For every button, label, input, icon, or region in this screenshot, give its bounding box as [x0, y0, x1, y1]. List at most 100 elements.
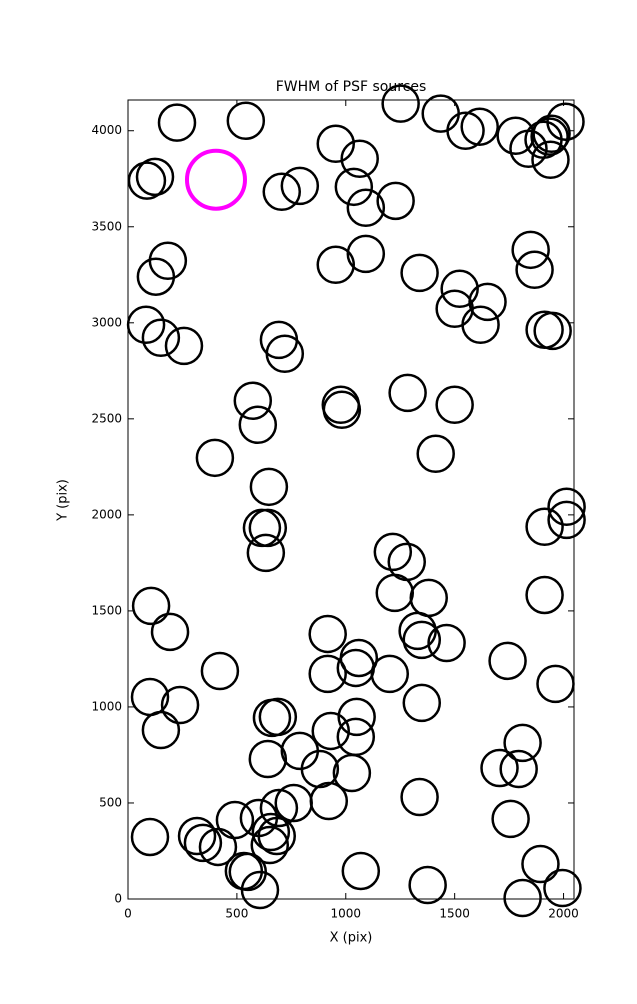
- source-marker: [258, 697, 298, 737]
- source-marker: [525, 575, 564, 615]
- source-marker: [515, 250, 554, 290]
- x-tick-label: 1000: [331, 907, 362, 921]
- source-marker: [525, 507, 564, 547]
- source-marker: [215, 800, 255, 840]
- source-marker: [311, 711, 350, 751]
- source-marker: [248, 508, 288, 548]
- source-marker: [341, 851, 381, 891]
- source-marker: [346, 188, 386, 227]
- source-marker: [468, 282, 507, 322]
- source-marker: [195, 438, 235, 478]
- source-marker: [141, 318, 181, 358]
- source-marker: [446, 111, 485, 150]
- y-tick-label: 1000: [91, 699, 122, 713]
- source-marker: [257, 816, 296, 856]
- y-axis-label: Y (pix): [56, 479, 71, 522]
- source-marker: [259, 788, 299, 828]
- source-marker: [246, 533, 286, 573]
- source-marker: [381, 84, 420, 123]
- source-marker: [160, 685, 200, 725]
- source-marker: [375, 573, 415, 613]
- source-marker: [533, 311, 572, 351]
- source-marker: [402, 683, 442, 723]
- source-marker: [373, 532, 413, 572]
- source-marker: [322, 390, 362, 430]
- source-marker: [265, 334, 305, 373]
- source-marker: [141, 710, 181, 750]
- source-marker: [531, 140, 570, 179]
- source-marker: [280, 166, 320, 206]
- source-marker: [130, 817, 170, 857]
- source-marker: [251, 812, 291, 852]
- source-marker: [316, 124, 356, 164]
- source-marker: [226, 101, 266, 140]
- x-tick-label: 2000: [548, 907, 579, 921]
- source-marker: [388, 373, 427, 413]
- source-marker: [400, 777, 439, 817]
- source-marker: [135, 157, 175, 197]
- source-marker: [248, 739, 288, 779]
- source-marker: [398, 611, 437, 651]
- source-marker: [503, 878, 542, 918]
- source-marker: [136, 257, 176, 296]
- source-marker: [300, 749, 340, 789]
- source-marker: [157, 103, 197, 142]
- source-marker: [274, 783, 313, 823]
- source-marker: [183, 823, 223, 863]
- source-marker: [200, 651, 240, 691]
- source-marker: [127, 161, 167, 200]
- source-marker: [511, 230, 550, 270]
- source-marker: [332, 753, 372, 793]
- source-marker: [250, 825, 290, 865]
- source-marker: [308, 654, 347, 694]
- source-marker: [547, 487, 586, 527]
- source-marker: [503, 723, 542, 763]
- source-marker: [150, 612, 190, 652]
- source-marker: [408, 865, 447, 905]
- y-tick-label: 2500: [91, 411, 122, 425]
- source-marker: [435, 385, 474, 425]
- source-marker: [164, 326, 204, 366]
- source-marker: [249, 467, 289, 507]
- source-marker: [491, 799, 530, 839]
- y-tick-label: 3000: [91, 315, 122, 329]
- y-tick-label: 4000: [91, 123, 122, 137]
- source-marker: [376, 181, 415, 221]
- source-marker: [131, 586, 171, 626]
- source-marker: [240, 870, 280, 910]
- source-marker: [499, 749, 538, 789]
- source-marker: [177, 816, 217, 856]
- source-marker: [308, 614, 347, 654]
- source-marker: [340, 139, 379, 179]
- x-axis-label: X (pix): [330, 931, 373, 946]
- source-marker: [521, 844, 560, 884]
- source-marker: [316, 245, 356, 285]
- source-marker: [460, 107, 499, 146]
- source-marker: [184, 148, 247, 211]
- y-tick-label: 3500: [91, 219, 122, 233]
- source-marker: [238, 405, 278, 445]
- source-marker: [346, 234, 386, 274]
- source-marker: [461, 305, 500, 344]
- plot-frame: [127, 99, 575, 900]
- source-marker: [370, 654, 410, 694]
- source-marker: [334, 167, 374, 207]
- source-marker: [543, 868, 582, 908]
- source-marker: [488, 641, 527, 681]
- source-marker: [416, 434, 455, 474]
- source-marker: [337, 697, 376, 737]
- source-marker: [440, 269, 479, 309]
- source-marker: [400, 253, 439, 293]
- x-tick-label: 1500: [439, 907, 470, 921]
- source-marker: [547, 500, 586, 540]
- x-tick-label: 0: [124, 907, 132, 921]
- source-marker: [536, 664, 575, 704]
- source-marker: [402, 620, 442, 660]
- source-marker: [480, 748, 519, 788]
- source-marker: [546, 102, 585, 141]
- y-tick-label: 1500: [91, 603, 122, 617]
- source-marker: [427, 623, 466, 663]
- y-tick-label: 500: [99, 795, 122, 809]
- y-tick-label: 0: [114, 892, 122, 906]
